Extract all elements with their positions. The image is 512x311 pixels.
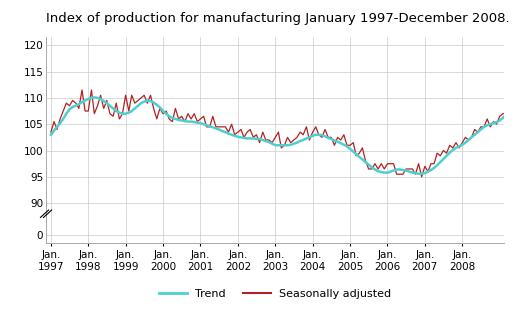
Legend: Trend, Seasonally adjusted: Trend, Seasonally adjusted [155,284,396,303]
Text: Index of production for manufacturing January 1997-December 2008. 1995=100: Index of production for manufacturing Ja… [46,12,512,25]
